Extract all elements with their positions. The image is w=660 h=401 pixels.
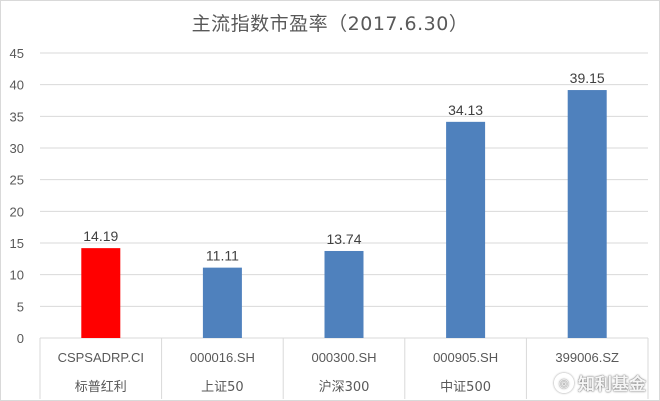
y-tick-label: 10 — [10, 268, 24, 283]
x-tick-label: 000905.SH — [433, 350, 498, 365]
x-group-label: 沪深300 — [319, 379, 370, 395]
y-tick-label: 15 — [10, 236, 24, 251]
x-group-label: 标普红利 — [75, 379, 127, 395]
watermark-text: 知利基金 — [578, 375, 646, 395]
fund-logo-icon: ◎ — [554, 372, 574, 393]
watermark: ◎ 知利基金 — [554, 370, 646, 395]
chart-title: 主流指数市盈率（2017.6.30） — [191, 13, 469, 35]
bar — [567, 90, 607, 338]
bar — [324, 250, 364, 338]
x-tick-label: 000300.SH — [311, 350, 376, 365]
data-label: 11.11 — [206, 248, 239, 264]
y-tick-label: 5 — [17, 299, 24, 314]
y-tick-label: 35 — [10, 109, 24, 124]
data-label: 34.13 — [448, 102, 483, 118]
x-tick-label: 399006.SZ — [555, 350, 619, 365]
y-tick-label: 20 — [10, 204, 24, 219]
y-tick-label: 45 — [10, 46, 24, 61]
data-label: 13.74 — [326, 231, 361, 247]
x-tick-label: 000016.SH — [190, 350, 255, 365]
x-group-label: 上证50 — [201, 380, 244, 395]
y-tick-label: 30 — [10, 141, 24, 156]
data-label: 39.15 — [570, 70, 605, 86]
y-tick-label: 25 — [10, 173, 24, 188]
x-tick-label: CSPSADRP.CI — [58, 350, 144, 365]
bar — [202, 267, 242, 338]
y-tick-label: 0 — [17, 331, 24, 346]
bar — [446, 121, 486, 339]
x-group-label: 中证500 — [440, 380, 491, 395]
data-label: 14.19 — [83, 228, 118, 244]
y-tick-label: 40 — [10, 78, 24, 93]
bar — [81, 248, 121, 338]
